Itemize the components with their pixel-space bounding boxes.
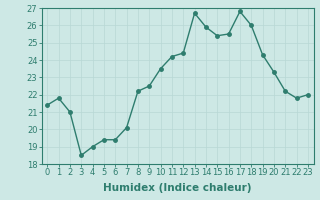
X-axis label: Humidex (Indice chaleur): Humidex (Indice chaleur)	[103, 183, 252, 193]
